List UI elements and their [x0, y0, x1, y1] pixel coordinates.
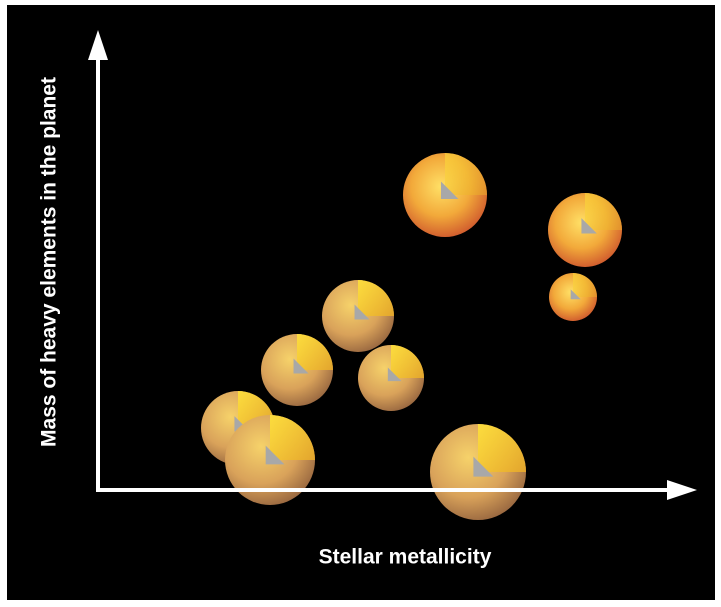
- page: Mass of heavy elements in the planet Ste…: [0, 0, 721, 607]
- y-axis-label: Mass of heavy elements in the planet: [38, 77, 61, 447]
- planet: [358, 345, 424, 411]
- planet: [322, 280, 394, 352]
- planet: [548, 193, 622, 267]
- planet: [403, 153, 487, 237]
- planet: [261, 334, 333, 406]
- planet: [430, 424, 526, 520]
- x-axis-label: Stellar metallicity: [319, 546, 492, 569]
- planet: [549, 273, 597, 321]
- figure: Mass of heavy elements in the planet Ste…: [0, 0, 721, 607]
